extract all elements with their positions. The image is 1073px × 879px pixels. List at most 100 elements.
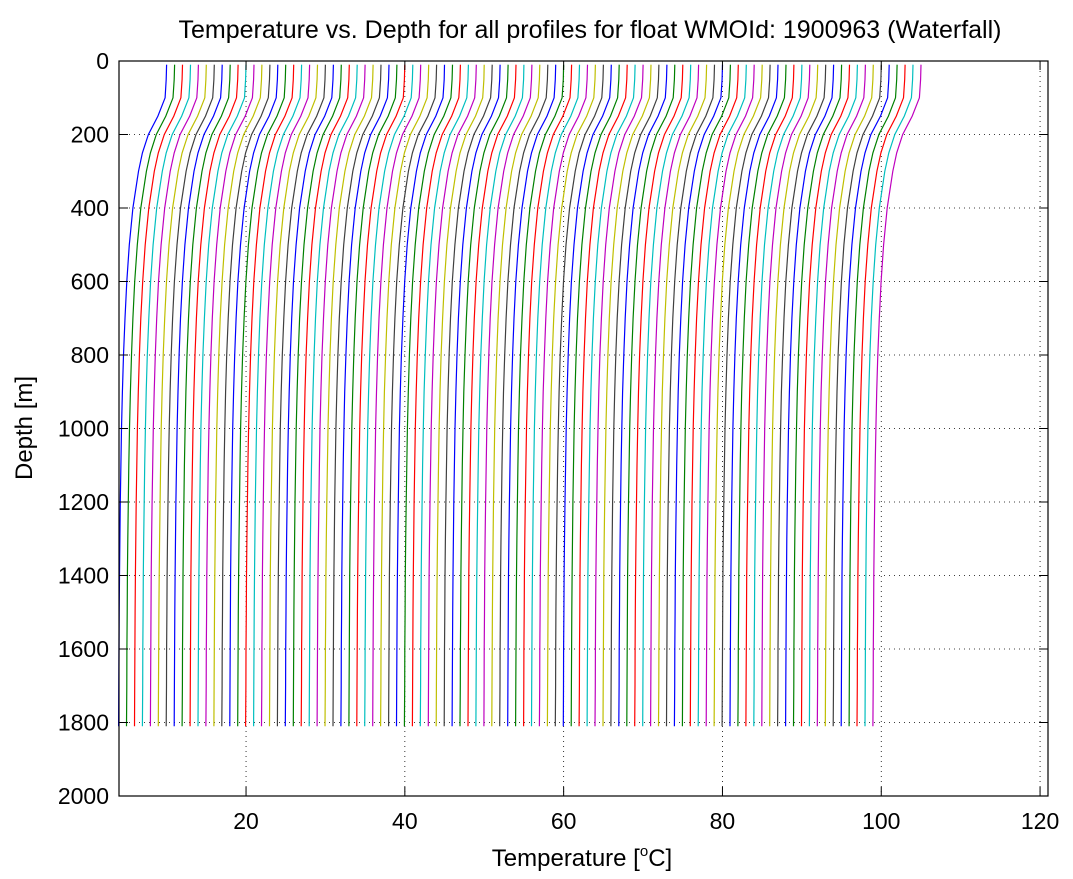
profile-line (205, 64, 255, 727)
y-tick-label: 400 (71, 195, 109, 221)
chart-title: Temperature vs. Depth for all profiles f… (178, 16, 1001, 44)
profile-line (626, 64, 676, 727)
profile-line (459, 64, 509, 727)
profile-line (657, 64, 708, 727)
y-tick-label: 2000 (58, 783, 109, 809)
profile-line (451, 64, 501, 727)
profile-line (808, 64, 858, 727)
profile-line (538, 64, 589, 727)
profile-line (189, 64, 239, 727)
profile-line (697, 64, 747, 727)
y-tick-label: 1800 (58, 710, 109, 736)
profile-line (864, 64, 914, 727)
profile-line (570, 64, 620, 727)
profile-line (499, 64, 549, 727)
profile-line (141, 64, 192, 727)
profile-line (594, 64, 644, 727)
profile-line (403, 64, 454, 727)
profile-line (729, 64, 779, 727)
profile-line (618, 64, 668, 727)
profile-line (388, 64, 438, 727)
profile-line (260, 64, 311, 727)
profile-line (419, 64, 469, 727)
profile-line (507, 64, 557, 727)
profile-line (292, 64, 342, 727)
profile-line (372, 64, 422, 727)
profile-line (157, 64, 207, 727)
profile-line (197, 64, 247, 727)
profile-line (348, 64, 398, 727)
profile-line (491, 64, 541, 727)
profile-line (427, 64, 477, 727)
profile-line (221, 64, 271, 727)
profile-line (276, 64, 326, 727)
profile-line (832, 64, 882, 727)
profile-line (848, 64, 898, 727)
profile-line (173, 64, 223, 727)
profile-line (268, 64, 319, 727)
profile-line (364, 64, 414, 727)
profile-line (324, 64, 374, 727)
profile-line (515, 64, 565, 727)
profile-line (435, 64, 485, 727)
x-tick-label: 20 (233, 808, 259, 834)
profile-line (769, 64, 819, 727)
profile-line (586, 64, 636, 727)
profile-line (681, 64, 731, 727)
x-tick-label: 60 (551, 808, 577, 834)
profile-line (705, 64, 755, 727)
y-tick-label: 800 (71, 342, 109, 368)
profile-line (483, 64, 533, 727)
axis-ticks (119, 60, 1048, 797)
profile-line (634, 64, 684, 727)
y-tick-label: 0 (96, 48, 109, 74)
profile-line (602, 64, 652, 727)
profile-line (181, 64, 231, 727)
profile-line (340, 64, 390, 727)
profile-line (467, 64, 517, 727)
profile-line (213, 64, 263, 727)
profile-line (753, 64, 803, 727)
profile-line (411, 64, 461, 727)
x-tick-label: 100 (862, 808, 900, 834)
profile-line (356, 64, 406, 727)
profile-line (824, 64, 874, 727)
profile-line (308, 64, 358, 727)
profile-line (856, 64, 906, 727)
profile-line (578, 64, 628, 727)
profile-line (546, 64, 596, 727)
profile-line (816, 64, 866, 727)
profile-line (777, 64, 827, 727)
profile-line (737, 64, 787, 727)
profile-line (761, 64, 811, 727)
y-tick-label: 600 (71, 269, 109, 295)
x-axis-label: Temperature [oC] (492, 843, 672, 872)
profile-line (792, 64, 843, 727)
profile-line (713, 64, 763, 727)
profile-line (395, 64, 446, 727)
profile-line (316, 64, 366, 727)
profile-line (229, 64, 279, 727)
profile-line (332, 64, 382, 727)
y-tick-label: 1600 (58, 636, 109, 662)
profile-line (650, 64, 700, 727)
x-tick-label: 120 (1021, 808, 1059, 834)
profile-line (245, 64, 295, 727)
profile-line (689, 64, 739, 727)
profile-line (237, 64, 287, 727)
profile-line (300, 64, 350, 727)
profile-line (872, 64, 922, 727)
y-tick-label: 1200 (58, 489, 109, 515)
y-axis-label: Depth [m] (11, 376, 38, 480)
profile-line (133, 64, 184, 727)
profile-line (562, 64, 612, 727)
y-tick-labels: 0 200 400 600 800 1000 1200 1400 1600 1800 2000 (58, 48, 109, 809)
profile-line (443, 64, 493, 727)
profile-line (800, 64, 851, 727)
profile-line (665, 64, 716, 727)
profile-line (523, 64, 573, 727)
profile-line (125, 64, 176, 727)
profile-line (530, 64, 581, 727)
